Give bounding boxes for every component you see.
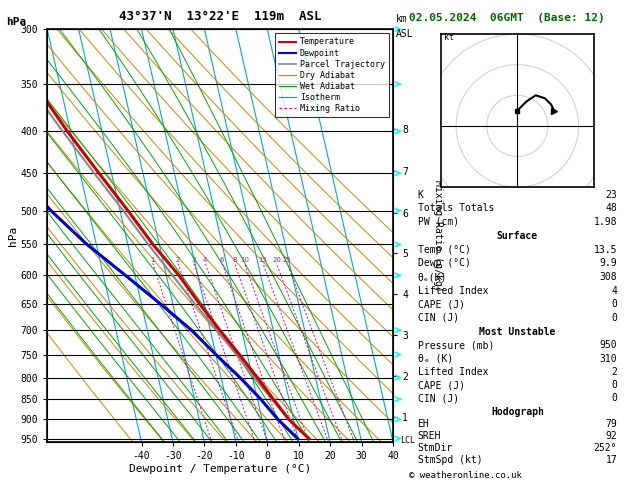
Text: Pressure (mb): Pressure (mb) <box>418 340 494 350</box>
Text: 92: 92 <box>606 431 617 441</box>
Text: 43°37'N  13°22'E  119m  ASL: 43°37'N 13°22'E 119m ASL <box>119 10 321 23</box>
Text: 2: 2 <box>611 367 617 377</box>
Text: 3: 3 <box>192 257 196 263</box>
Text: 950: 950 <box>599 340 617 350</box>
Text: Lifted Index: Lifted Index <box>418 367 488 377</box>
Text: EH: EH <box>418 419 429 429</box>
Text: CIN (J): CIN (J) <box>418 313 459 323</box>
Text: SREH: SREH <box>418 431 441 441</box>
Text: 4: 4 <box>611 286 617 295</box>
Text: 1.98: 1.98 <box>594 217 617 227</box>
Text: kt: kt <box>444 33 454 42</box>
Legend: Temperature, Dewpoint, Parcel Trajectory, Dry Adiabat, Wet Adiabat, Isotherm, Mi: Temperature, Dewpoint, Parcel Trajectory… <box>275 34 389 117</box>
Text: LCL: LCL <box>400 436 415 445</box>
Text: Hodograph: Hodograph <box>491 407 544 417</box>
Text: CAPE (J): CAPE (J) <box>418 299 465 309</box>
Text: Most Unstable: Most Unstable <box>479 327 555 337</box>
Text: Dewp (°C): Dewp (°C) <box>418 259 470 268</box>
Y-axis label: hPa: hPa <box>8 226 18 246</box>
Text: CIN (J): CIN (J) <box>418 393 459 403</box>
Text: 9.9: 9.9 <box>599 259 617 268</box>
Text: 8: 8 <box>232 257 237 263</box>
Text: Lifted Index: Lifted Index <box>418 286 488 295</box>
Text: 0: 0 <box>611 380 617 390</box>
Y-axis label: Mixing Ratio (g/kg): Mixing Ratio (g/kg) <box>433 180 443 292</box>
Text: PW (cm): PW (cm) <box>418 217 459 227</box>
X-axis label: Dewpoint / Temperature (°C): Dewpoint / Temperature (°C) <box>129 464 311 474</box>
Text: StmDir: StmDir <box>418 443 453 453</box>
Text: StmSpd (kt): StmSpd (kt) <box>418 455 482 466</box>
Text: © weatheronline.co.uk: © weatheronline.co.uk <box>409 471 521 480</box>
Text: Surface: Surface <box>497 231 538 241</box>
Text: 4: 4 <box>203 257 208 263</box>
Text: K: K <box>418 190 423 200</box>
Text: hPa: hPa <box>6 17 26 27</box>
Text: 15: 15 <box>259 257 267 263</box>
Text: 1: 1 <box>150 257 155 263</box>
Text: 6: 6 <box>220 257 225 263</box>
Text: 0: 0 <box>611 299 617 309</box>
Text: 308: 308 <box>599 272 617 282</box>
Text: km: km <box>396 14 408 24</box>
Text: 10: 10 <box>240 257 249 263</box>
Text: 252°: 252° <box>594 443 617 453</box>
Text: ASL: ASL <box>396 29 414 39</box>
Text: 20: 20 <box>272 257 281 263</box>
Text: θₑ (K): θₑ (K) <box>418 354 453 364</box>
Text: Temp (°C): Temp (°C) <box>418 245 470 255</box>
Text: 48: 48 <box>606 204 617 213</box>
Text: 13.5: 13.5 <box>594 245 617 255</box>
Text: 2: 2 <box>176 257 181 263</box>
Text: 25: 25 <box>283 257 292 263</box>
Text: 0: 0 <box>611 393 617 403</box>
Text: 02.05.2024  06GMT  (Base: 12): 02.05.2024 06GMT (Base: 12) <box>409 13 604 23</box>
Text: 17: 17 <box>606 455 617 466</box>
Text: 23: 23 <box>606 190 617 200</box>
Text: θₑ(K): θₑ(K) <box>418 272 447 282</box>
Text: 0: 0 <box>611 313 617 323</box>
Text: Totals Totals: Totals Totals <box>418 204 494 213</box>
Text: CAPE (J): CAPE (J) <box>418 380 465 390</box>
Text: 79: 79 <box>606 419 617 429</box>
Text: 310: 310 <box>599 354 617 364</box>
